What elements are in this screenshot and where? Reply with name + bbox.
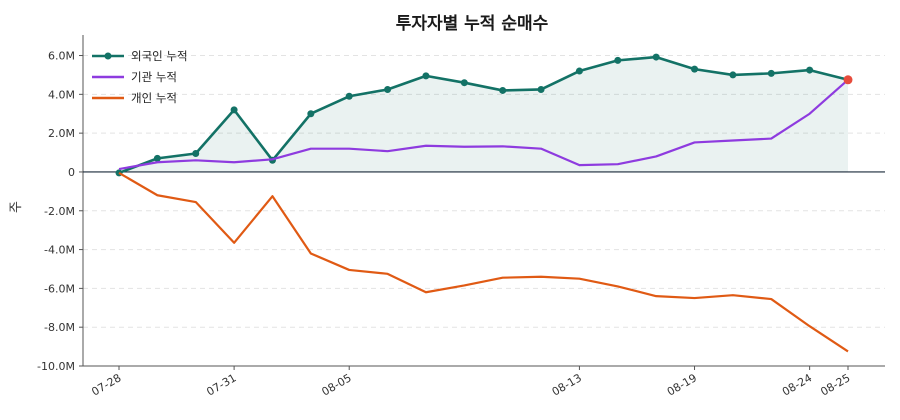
chart-title: 투자자별 누적 순매수 — [396, 14, 549, 34]
y-tick-label: -2.0M — [44, 205, 75, 218]
x-tick-label: 08-13 — [550, 371, 584, 398]
axis-layer — [79, 35, 885, 370]
y-tick-label: 4.0M — [48, 88, 75, 101]
x-tick-label: 07-28 — [89, 371, 123, 398]
area-fill-layer — [119, 57, 848, 173]
y-tick-label: 6.0M — [48, 50, 75, 63]
data-point — [230, 106, 238, 114]
y-tick-label: 0 — [68, 166, 75, 179]
data-point — [691, 65, 699, 73]
data-point — [499, 86, 507, 94]
series-line-2 — [118, 171, 849, 353]
y-tick-label: -10.0M — [37, 360, 75, 373]
data-point — [384, 85, 392, 93]
y-axis-label: 주 — [9, 201, 24, 213]
data-point — [767, 69, 775, 77]
series-line-0 — [118, 55, 849, 175]
legend-label-0: 외국인 누적 — [131, 49, 188, 63]
data-point — [460, 79, 468, 87]
data-point — [575, 67, 583, 75]
data-point — [153, 154, 161, 162]
y-tick-label: 2.0M — [48, 127, 75, 140]
area-fill-series-0 — [119, 57, 848, 173]
data-point — [307, 110, 315, 118]
data-point — [192, 150, 200, 158]
series-line-1 — [118, 78, 849, 171]
data-point — [422, 72, 430, 80]
x-tick-label: 08-25 — [818, 371, 852, 398]
data-point — [345, 92, 353, 100]
data-point — [537, 85, 545, 93]
legend-label-1: 기관 누적 — [131, 70, 177, 84]
series-layer — [115, 53, 853, 353]
data-point — [652, 53, 660, 61]
y-tick-label: -4.0M — [44, 244, 75, 257]
x-tick-label: 07-31 — [204, 371, 238, 398]
x-tick-label: 08-19 — [665, 371, 699, 398]
legend-label-2: 개인 누적 — [131, 91, 177, 105]
y-tick-label: -8.0M — [44, 321, 75, 334]
data-point — [614, 56, 622, 64]
data-point — [729, 71, 737, 79]
highlight-point — [843, 75, 853, 85]
x-tick-label: 08-24 — [780, 371, 814, 398]
legend-marker-0 — [104, 52, 112, 60]
data-point — [806, 66, 814, 74]
x-tick-label: 08-05 — [320, 371, 354, 398]
y-tick-label: -6.0M — [44, 282, 75, 295]
